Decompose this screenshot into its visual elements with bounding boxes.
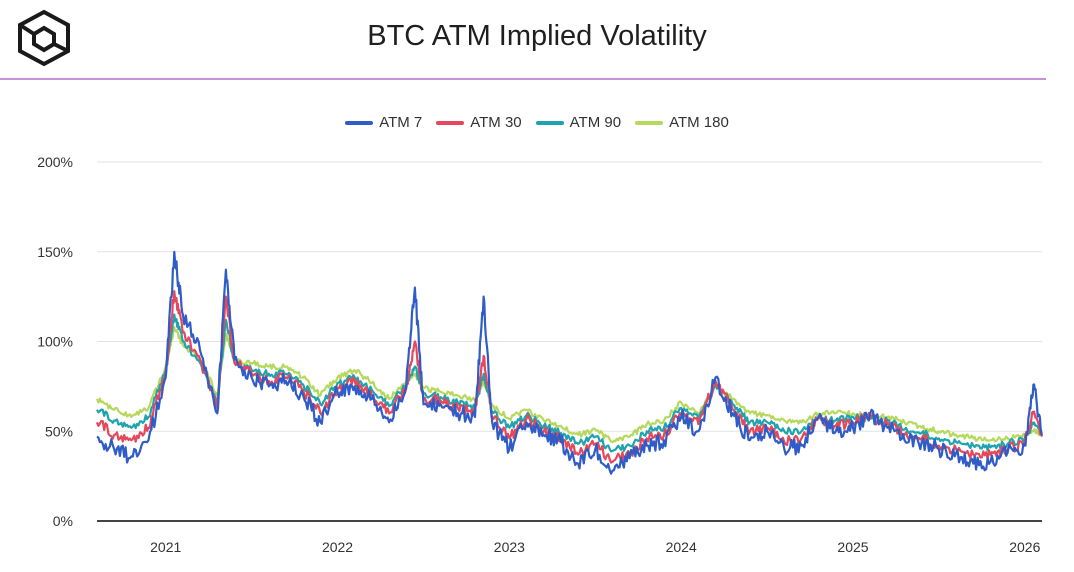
page-title: BTC ATM Implied Volatility	[367, 20, 707, 52]
x-tick-label: 2023	[494, 539, 525, 555]
series-line-atm-30	[95, 290, 1044, 464]
legend-item-atm-30[interactable]: ATM 30	[436, 114, 522, 131]
x-tick-label: 2024	[666, 539, 697, 555]
cube-logo-icon	[14, 8, 74, 68]
legend-swatch	[345, 120, 374, 125]
legend-item-atm-90[interactable]: ATM 90	[535, 114, 622, 131]
series-line-atm-7	[96, 250, 1043, 475]
legend-item-atm-180[interactable]: ATM 180	[635, 114, 729, 131]
legend-swatch	[535, 120, 564, 125]
legend-label: ATM 90	[569, 114, 622, 131]
x-tick-label: 2025	[837, 539, 868, 555]
legend-item-atm-7[interactable]: ATM 7	[345, 114, 422, 131]
y-tick-label: 200%	[37, 154, 73, 170]
x-tick-label: 2026	[1009, 539, 1040, 555]
x-tick-label: 2022	[322, 539, 353, 555]
chart-legend: ATM 7 ATM 30 ATM 90 ATM 180	[0, 114, 1074, 131]
legend-label: ATM 7	[379, 114, 423, 131]
y-tick-label: 150%	[37, 244, 73, 260]
header: BTC ATM Implied Volatility	[0, 0, 1074, 80]
legend-swatch	[436, 120, 465, 125]
header-divider	[0, 78, 1046, 80]
x-tick-label: 2021	[150, 539, 181, 555]
y-tick-label: 50%	[45, 423, 73, 439]
y-tick-label: 0%	[53, 513, 73, 529]
legend-label: ATM 30	[470, 114, 522, 131]
legend-label: ATM 180	[669, 114, 729, 131]
y-tick-label: 100%	[37, 334, 73, 350]
legend-swatch	[635, 120, 664, 125]
